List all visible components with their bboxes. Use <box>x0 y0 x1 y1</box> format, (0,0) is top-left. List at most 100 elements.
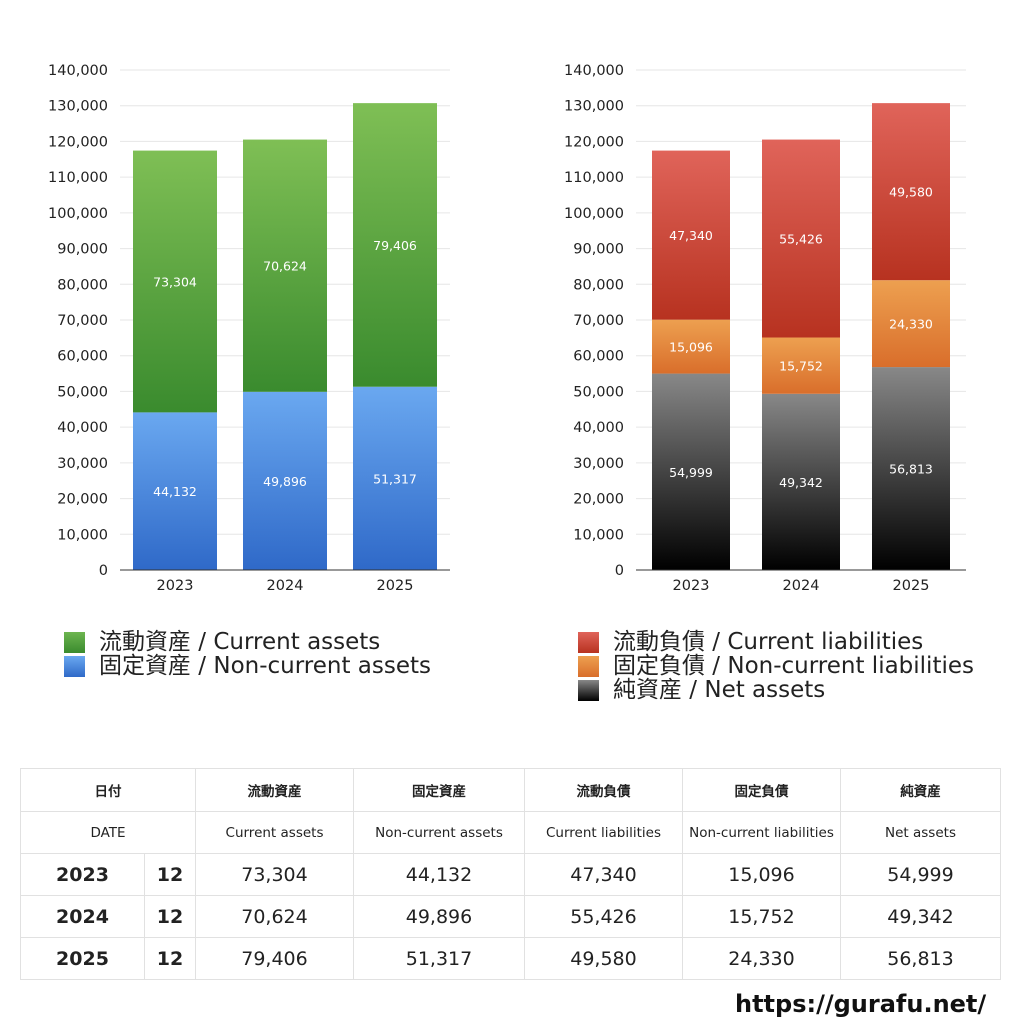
y-tick-label: 120,000 <box>564 134 624 150</box>
bar-segment <box>133 412 217 570</box>
table-cell: 54,999 <box>840 853 1001 896</box>
table-row: 2025 12 79,406 51,317 49,580 24,330 56,8… <box>20 937 1001 980</box>
data-label: 49,896 <box>263 474 307 489</box>
charts-area: 0 10,000 20,000 30,000 40,000 50,000 60,000 70,… <box>48 63 966 594</box>
y-tick-label: 40,000 <box>573 420 624 436</box>
table-cell: 70,624 <box>195 895 354 938</box>
data-label: 15,096 <box>669 340 713 355</box>
table-cell: 15,096 <box>682 853 841 896</box>
data-label: 55,426 <box>779 232 823 247</box>
bar-segment <box>133 150 217 413</box>
data-label: 70,624 <box>263 259 307 274</box>
row-month: 12 <box>144 937 196 980</box>
legend-swatch <box>578 679 599 701</box>
y-tick-label: 40,000 <box>57 420 108 436</box>
bar-segment <box>243 391 327 570</box>
x-tick-label: 2025 <box>377 578 414 594</box>
table-cell: 73,304 <box>195 853 354 896</box>
y-tick-label: 0 <box>615 563 624 579</box>
y-tick-label: 110,000 <box>48 170 108 186</box>
legend-swatch <box>578 655 599 677</box>
y-tick-label: 110,000 <box>564 170 624 186</box>
bar-segment <box>353 103 437 387</box>
legend-label: 純資産 / Net assets <box>613 677 826 703</box>
bar-segment <box>762 337 840 394</box>
legend-item-non-current-liabilities: 固定負債 / Non-current liabilities <box>578 654 974 678</box>
x-tick-label: 2024 <box>267 578 304 594</box>
bar-segment <box>652 373 730 570</box>
balance-sheet-table: 日付 流動資産 固定資産 流動負債 固定負債 純資産 DATE Current … <box>20 768 1001 980</box>
bar-segment <box>762 139 840 338</box>
data-label: 47,340 <box>669 228 713 243</box>
data-label: 49,342 <box>779 475 823 490</box>
y-tick-label: 100,000 <box>564 206 624 222</box>
legend-swatch <box>64 631 85 653</box>
col-subheader-date: DATE <box>20 811 196 854</box>
bar-segment <box>872 280 950 368</box>
y-tick-label: 30,000 <box>57 456 108 472</box>
y-tick-label: 60,000 <box>573 349 624 365</box>
col-subheader: Non-current assets <box>353 811 525 854</box>
legend-item-non-current-assets: 固定資産 / Non-current assets <box>64 654 431 678</box>
y-tick-label: 130,000 <box>48 99 108 115</box>
y-tick-label: 90,000 <box>573 242 624 258</box>
col-subheader: Non-current liabilities <box>682 811 841 854</box>
bar-segment <box>762 393 840 570</box>
data-label: 73,304 <box>153 274 197 289</box>
site-url-link[interactable]: https://gurafu.net/ <box>735 990 987 1018</box>
legend-item-current-assets: 流動資産 / Current assets <box>64 630 431 654</box>
data-label: 24,330 <box>889 317 933 332</box>
y-tick-label: 90,000 <box>57 242 108 258</box>
col-header: 固定負債 <box>682 768 841 812</box>
bar-segment <box>652 150 730 320</box>
x-tick-label: 2025 <box>893 578 930 594</box>
bar-segment <box>243 139 327 392</box>
data-label: 49,580 <box>889 185 933 200</box>
row-month: 12 <box>144 895 196 938</box>
table-cell: 49,580 <box>524 937 683 980</box>
y-tick-label: 130,000 <box>564 99 624 115</box>
legend-label: 固定負債 / Non-current liabilities <box>613 653 974 679</box>
bar-segment <box>353 386 437 570</box>
legend-item-net-assets: 純資産 / Net assets <box>578 678 974 702</box>
legend-label: 流動資産 / Current assets <box>99 629 381 655</box>
col-header: 固定資産 <box>353 768 525 812</box>
y-tick-label: 10,000 <box>573 527 624 543</box>
assets-legend: 流動資産 / Current assets 固定資産 / Non-current… <box>64 630 431 678</box>
table-cell: 47,340 <box>524 853 683 896</box>
legend-item-current-liabilities: 流動負債 / Current liabilities <box>578 630 974 654</box>
col-header-date: 日付 <box>20 768 196 812</box>
data-label: 79,406 <box>373 238 417 253</box>
y-tick-label: 70,000 <box>573 313 624 329</box>
y-tick-label: 100,000 <box>48 206 108 222</box>
y-tick-label: 70,000 <box>57 313 108 329</box>
legend-swatch <box>64 655 85 677</box>
y-tick-label: 50,000 <box>57 384 108 400</box>
y-tick-label: 80,000 <box>573 277 624 293</box>
table-subheader-row: DATE Current assets Non-current assets C… <box>20 811 1001 854</box>
liabilities-legend: 流動負債 / Current liabilities 固定負債 / Non-cu… <box>578 630 974 702</box>
bar-segment <box>652 319 730 374</box>
table-row: 2024 12 70,624 49,896 55,426 15,752 49,3… <box>20 895 1001 938</box>
data-label: 15,752 <box>779 359 823 374</box>
bar-segment <box>872 367 950 570</box>
col-subheader: Current liabilities <box>524 811 683 854</box>
legend-label: 流動負債 / Current liabilities <box>613 629 924 655</box>
row-month: 12 <box>144 853 196 896</box>
data-label: 54,999 <box>669 465 713 480</box>
row-year: 2023 <box>20 853 145 896</box>
col-subheader: Net assets <box>840 811 1001 854</box>
bar-segment <box>872 103 950 281</box>
y-tick-label: 140,000 <box>564 63 624 79</box>
y-tick-label: 60,000 <box>57 349 108 365</box>
y-tick-label: 50,000 <box>573 384 624 400</box>
y-tick-label: 30,000 <box>573 456 624 472</box>
col-header: 流動資産 <box>195 768 354 812</box>
table-cell: 56,813 <box>840 937 1001 980</box>
y-tick-label: 20,000 <box>57 492 108 508</box>
y-tick-label: 120,000 <box>48 134 108 150</box>
row-year: 2025 <box>20 937 145 980</box>
y-tick-label: 140,000 <box>48 63 108 79</box>
data-label: 51,317 <box>373 471 417 486</box>
table-cell: 49,342 <box>840 895 1001 938</box>
